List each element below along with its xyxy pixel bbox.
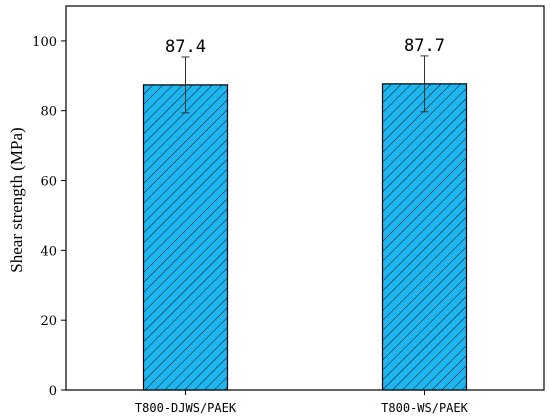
data-label: 87.4 bbox=[165, 37, 206, 57]
y-tick-label: 60 bbox=[40, 175, 57, 190]
y-tick-label: 80 bbox=[40, 105, 57, 120]
plot-frame bbox=[65, 5, 545, 391]
x-tick-label: T800-DJWS/PAEK bbox=[135, 401, 237, 415]
y-tick-label: 0 bbox=[49, 384, 57, 399]
x-tick-label: T800-WS/PAEK bbox=[381, 401, 468, 415]
data-label: 87.7 bbox=[404, 36, 445, 56]
y-axis-label: Shear strength (MPa) bbox=[7, 127, 26, 272]
plot-area: 0 20 40 60 80 100 87.4 T800-DJWS/PAEK 87.7 T800-W… bbox=[32, 5, 545, 415]
bar bbox=[381, 83, 468, 391]
y-tick-label: 100 bbox=[32, 35, 57, 50]
y-tick-label: 20 bbox=[40, 314, 57, 329]
y-tick-label: 40 bbox=[40, 244, 57, 259]
bar bbox=[142, 84, 229, 391]
